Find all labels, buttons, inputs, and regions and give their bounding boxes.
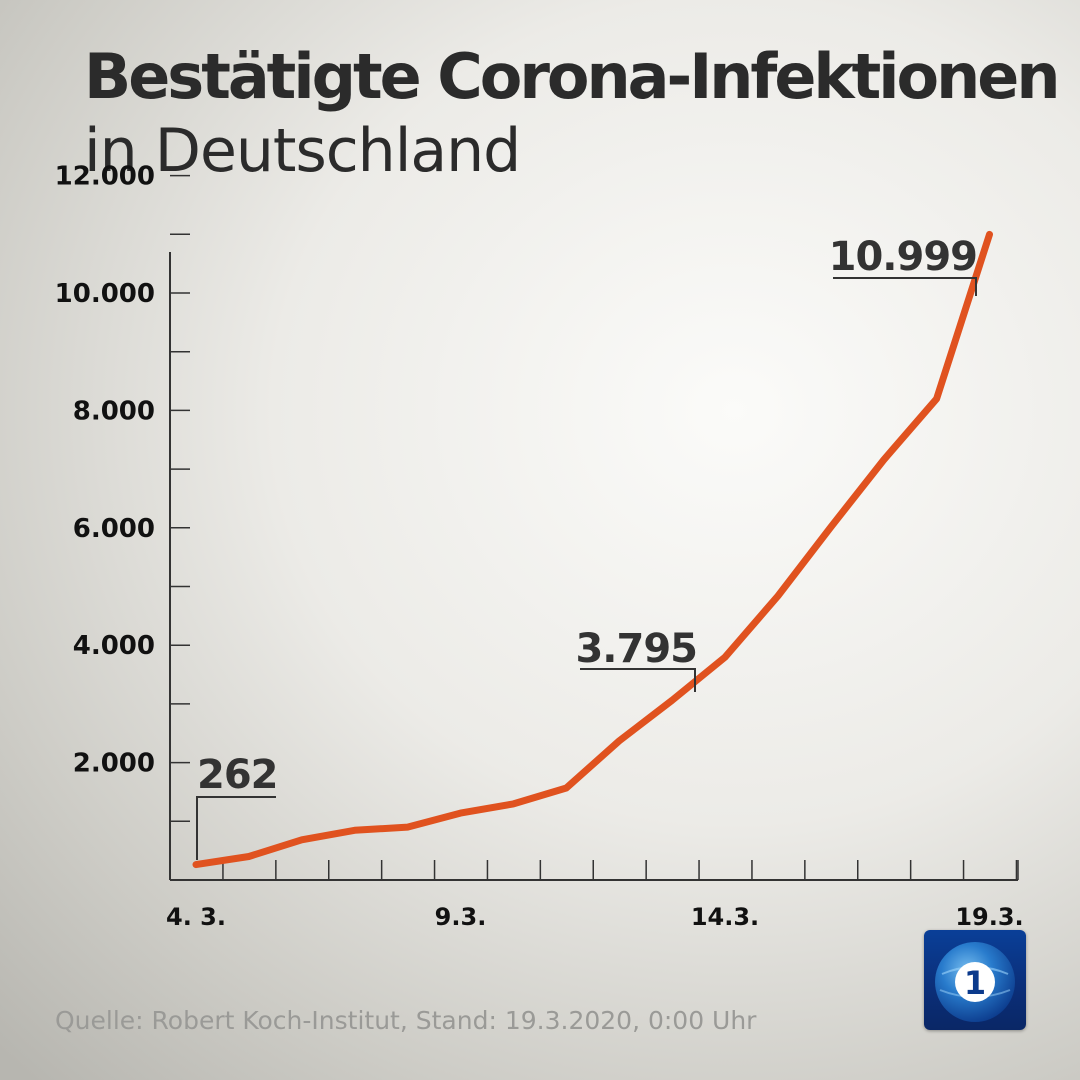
chart-subtitle: in Deutschland [84,116,521,186]
series-line [192,230,993,869]
y-tick-label: 2.000 [73,749,155,779]
y-tick-label: 4.000 [73,631,155,661]
x-tick-label: 4. 3. [166,903,226,931]
y-tick-label: 10.000 [55,279,155,309]
x-tick-label: 14.3. [691,903,759,931]
data-label-leader [580,668,696,692]
data-label: 10.999 [829,234,977,280]
data-label: 3.795 [575,626,697,672]
tagesschau-logo-icon: 1 [924,930,1026,1030]
data-label: 262 [197,752,278,798]
source-note: Quelle: Robert Koch-Institut, Stand: 19.… [55,1006,757,1035]
data-label-leader [196,796,276,860]
y-tick-label: 12.000 [55,162,155,192]
y-tick-label: 8.000 [73,396,155,426]
x-tick-label: 9.3. [435,903,487,931]
chart-title: Bestätigte Corona-Infektionen [84,40,1060,113]
x-tick-label: 19.3. [955,903,1023,931]
y-tick-label: 6.000 [73,514,155,544]
data-label-leader [833,277,977,296]
logo-glyph: 1 [964,964,986,1002]
